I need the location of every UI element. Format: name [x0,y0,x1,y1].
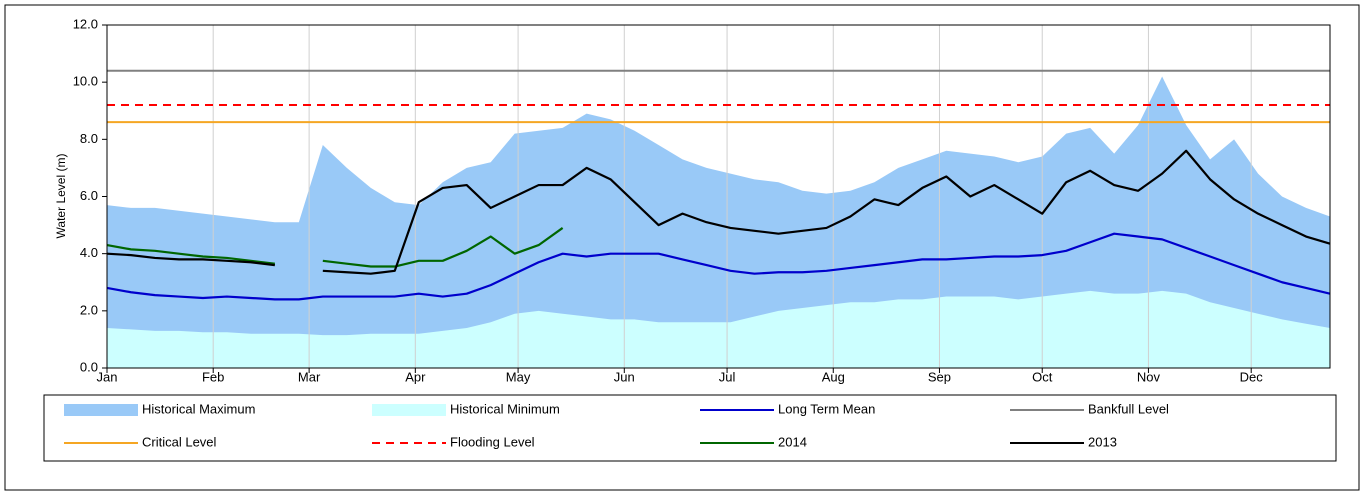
legend-box [43,394,1337,462]
x-tick-label: Nov [1137,369,1161,384]
x-tick-label: Sep [928,369,951,384]
x-tick-label: Jun [614,369,635,384]
x-tick-label: Jul [719,369,736,384]
y-axis-label: Water Level (m) [54,154,68,239]
x-tick-label: Dec [1240,369,1264,384]
legend-label: 2014 [778,434,807,449]
legend-label: Flooding Level [450,434,535,449]
area [107,290,1330,368]
legend-label: Long Term Mean [778,401,875,416]
legend-swatch [64,404,138,416]
line [106,149,1331,275]
plot-area [106,25,1331,368]
x-tick-label: Jan [97,369,118,384]
line [106,227,564,268]
y-tick-label: 2.0 [80,302,98,317]
x-tick-label: May [506,369,531,384]
legend-label: Historical Maximum [142,401,255,416]
legend-label: Historical Minimum [450,401,560,416]
y-tick-label: 4.0 [80,245,98,260]
legend-swatch [372,404,446,416]
y-tick-label: 10.0 [73,74,98,89]
x-tick-label: Apr [405,369,426,384]
legend-label: Bankfull Level [1088,401,1169,416]
y-tick-label: 6.0 [80,188,98,203]
chart-border [4,4,1360,491]
line [106,232,1331,301]
legend-label: Critical Level [142,434,217,449]
y-tick-label: 8.0 [80,131,98,146]
x-tick-label: Mar [298,369,321,384]
y-tick-label: 12.0 [73,16,98,31]
x-tick-label: Feb [202,369,224,384]
legend-label: 2013 [1088,434,1117,449]
y-tick-label: 0.0 [80,359,98,374]
plot-border [106,24,1331,369]
x-tick-label: Aug [822,369,845,384]
x-tick-label: Oct [1032,369,1053,384]
